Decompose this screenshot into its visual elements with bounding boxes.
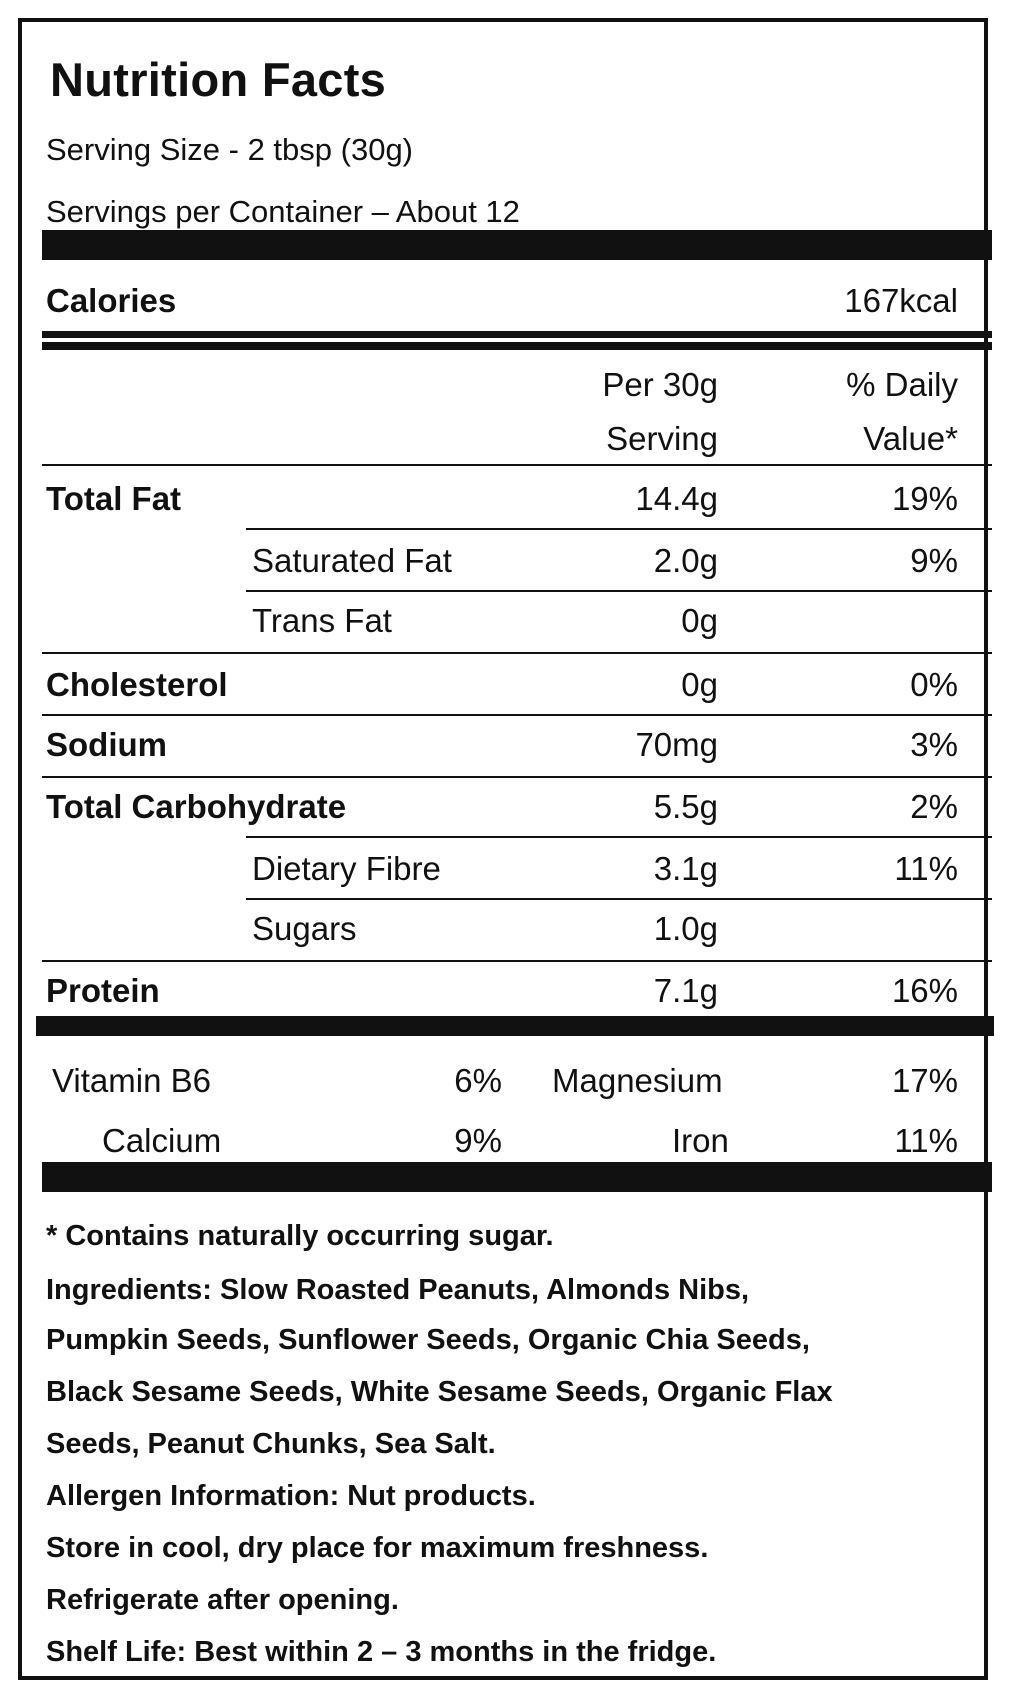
vitamin-daily-value: 11% [894,1122,958,1159]
vitamin-daily-value: 6% [454,1062,502,1099]
ingredients-line: Seeds, Peanut Chunks, Sea Salt. [46,1428,496,1460]
sugar-note: * Contains naturally occurring sugar. [46,1220,554,1252]
daily-value-header-1: % Daily [846,366,958,403]
nutrient-name: Trans Fat [252,602,392,639]
nutrient-amount: 2.0g [653,542,718,579]
thick-divider [36,1016,994,1036]
label-title: Nutrition Facts [50,53,387,106]
nutrient-daily-value: 19% [891,480,958,517]
nutrient-name: Dietary Fibre [252,850,441,887]
double-divider-top [42,331,992,338]
nutrient-name: Total Fat [46,480,182,517]
nutrient-amount: 0g [681,602,718,639]
per-serving-header-1: Per 30g [602,366,718,403]
nutrient-amount: 3.1g [653,850,718,887]
thick-divider [42,230,992,260]
refrigerate-note: Refrigerate after opening. [46,1584,399,1616]
vitamin-daily-value: 9% [454,1122,502,1159]
vitamin-name: Magnesium [552,1062,723,1099]
nutrient-name: Protein [46,972,160,1009]
serving-size: Serving Size - 2 tbsp (30g) [46,132,414,167]
row-divider [42,464,992,466]
nutrient-daily-value: 0% [910,666,958,703]
nutrient-daily-value: 11% [894,850,958,887]
ingredients-line: Ingredients: Slow Roasted Peanuts, Almon… [46,1274,750,1306]
nutrient-daily-value: 16% [891,972,958,1009]
row-divider [246,528,992,530]
nutrient-amount: 70mg [635,726,718,763]
nutrient-amount: 5.5g [653,788,718,825]
row-divider [42,652,992,654]
double-divider-bottom [42,342,992,350]
servings-per-container: Servings per Container – About 12 [46,194,520,229]
row-divider [246,898,992,900]
storage-instructions: Store in cool, dry place for maximum fre… [46,1532,709,1564]
row-divider [42,960,992,962]
row-divider [42,714,992,716]
vitamin-name: Calcium [102,1122,222,1159]
nutrient-name: Sugars [252,910,357,947]
nutrient-name: Sodium [46,726,167,763]
vitamin-name: Vitamin B6 [52,1062,211,1099]
nutrient-amount: 14.4g [635,480,718,517]
nutrient-daily-value: 3% [910,726,958,763]
nutrient-name: Total Carbohydrate [46,788,347,825]
per-serving-header-2: Serving [606,420,718,457]
row-divider [42,776,992,778]
row-divider [246,590,992,592]
nutrition-label: Nutrition Facts Serving Size - 2 tbsp (3… [18,18,994,1680]
daily-value-header-2: Value* [863,420,958,457]
vitamin-name: Iron [672,1122,729,1159]
nutrient-name: Cholesterol [46,666,228,703]
nutrient-name: Saturated Fat [252,542,452,579]
shelf-life: Shelf Life: Best within 2 – 3 months in … [46,1636,717,1668]
ingredients-line: Black Sesame Seeds, White Sesame Seeds, … [46,1376,833,1408]
vitamin-daily-value: 17% [891,1062,958,1099]
calories-label: Calories [46,282,177,319]
nutrient-amount: 0g [681,666,718,703]
allergen-info: Allergen Information: Nut products. [46,1480,536,1512]
thick-divider [42,1162,992,1192]
nutrient-daily-value: 2% [910,788,958,825]
nutrient-amount: 7.1g [653,972,718,1009]
calories-value: 167kcal [844,282,958,319]
ingredients-line: Pumpkin Seeds, Sunflower Seeds, Organic … [46,1324,810,1356]
row-divider [246,836,992,838]
nutrient-amount: 1.0g [653,910,718,947]
nutrient-daily-value: 9% [910,542,958,579]
